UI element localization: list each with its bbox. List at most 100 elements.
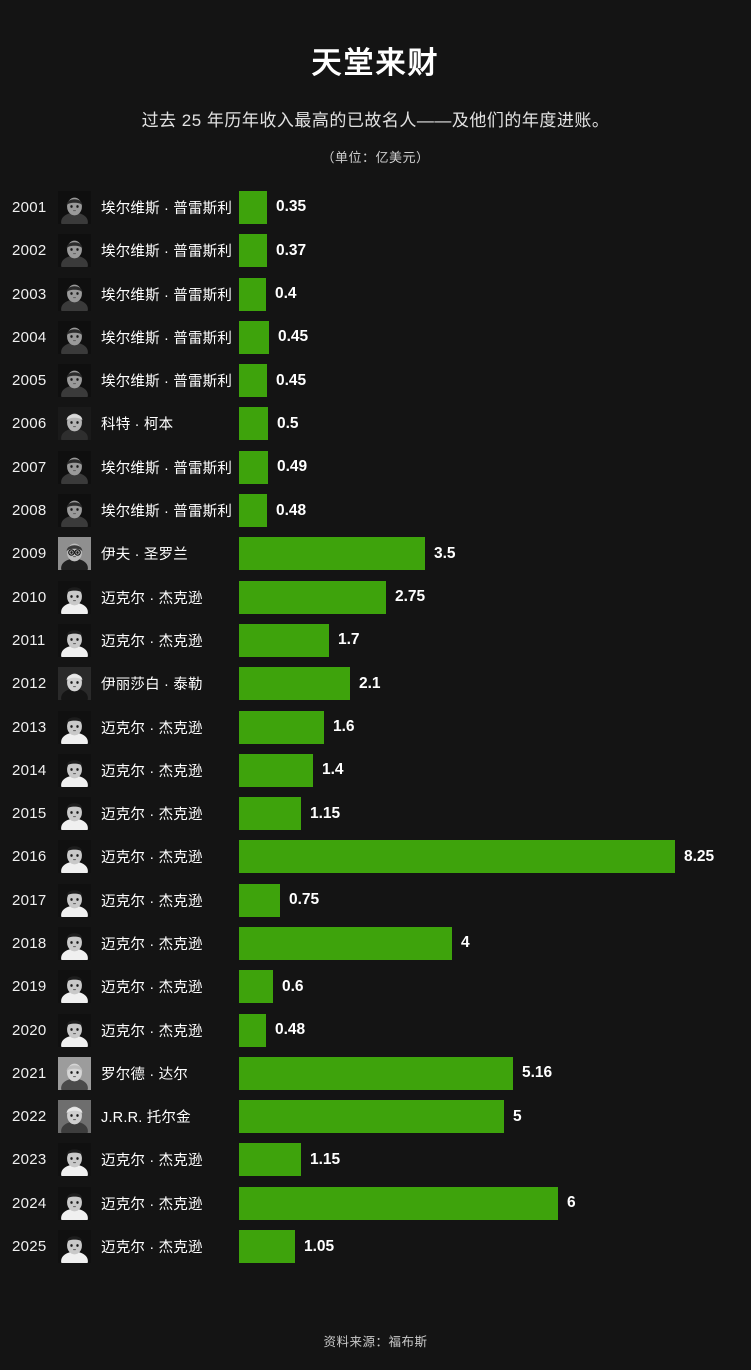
celebrity-name: 科特 · 柯本 (101, 417, 174, 434)
bar-container: 0.45 (239, 359, 751, 402)
bar-container: 0.35 (239, 186, 751, 229)
row-year: 2012 (12, 675, 47, 693)
value-bar (239, 364, 267, 398)
celebrity-name: 迈克尔 · 杰克逊 (101, 763, 203, 780)
celebrity-portrait-icon (58, 840, 91, 874)
table-row[interactable]: 2013 迈克尔 · 杰克逊 1.6 (0, 705, 751, 748)
celebrity-name: 埃尔维斯 · 普雷斯利 (101, 287, 233, 304)
table-row[interactable]: 2008 埃尔维斯 · 普雷斯利 0.48 (0, 489, 751, 532)
table-row[interactable]: 2003 埃尔维斯 · 普雷斯利 0.4 (0, 272, 751, 315)
table-row[interactable]: 2025 迈克尔 · 杰克逊 1.05 (0, 1225, 751, 1268)
bar-container: 2.75 (239, 575, 751, 618)
table-row[interactable]: 2020 迈克尔 · 杰克逊 0.48 (0, 1008, 751, 1051)
header: 天堂来财 过去 25 年历年收入最高的已故名人——及他们的年度进账。 （单位：亿… (0, 0, 751, 166)
value-label: 6 (567, 1194, 576, 1212)
bar-container: 1.7 (239, 619, 751, 662)
value-label: 5 (513, 1107, 522, 1125)
bar-container: 1.15 (239, 1138, 751, 1181)
bar-container: 1.05 (239, 1225, 751, 1268)
celebrity-name: 迈克尔 · 杰克逊 (101, 720, 203, 737)
value-label: 1.05 (304, 1237, 335, 1255)
table-row[interactable]: 2011 迈克尔 · 杰克逊 1.7 (0, 619, 751, 662)
row-year: 2016 (12, 848, 47, 866)
table-row[interactable]: 2012 伊丽莎白 · 泰勒 2.1 (0, 662, 751, 705)
table-row[interactable]: 2017 迈克尔 · 杰克逊 0.75 (0, 879, 751, 922)
value-bar (239, 623, 329, 657)
celebrity-portrait-icon (58, 667, 91, 701)
value-bar (239, 797, 301, 831)
value-label: 0.4 (275, 285, 297, 303)
value-bar (239, 1230, 295, 1264)
table-row[interactable]: 2021 罗尔德 · 达尔 5.16 (0, 1052, 751, 1095)
celebrity-portrait-icon (58, 623, 91, 657)
bar-container: 0.5 (239, 402, 751, 445)
celebrity-portrait-icon (58, 753, 91, 787)
page-subtitle: 过去 25 年历年收入最高的已故名人——及他们的年度进账。 (141, 111, 610, 130)
page-title: 天堂来财 (311, 47, 440, 80)
table-row[interactable]: 2006 科特 · 柯本 0.5 (0, 402, 751, 445)
table-row[interactable]: 2004 埃尔维斯 · 普雷斯利 0.45 (0, 316, 751, 359)
value-label: 0.37 (276, 241, 307, 259)
bar-container: 0.48 (239, 489, 751, 532)
row-year: 2018 (12, 934, 47, 952)
table-row[interactable]: 2009 伊夫 · 圣罗兰 3.5 (0, 532, 751, 575)
celebrity-portrait-icon (58, 277, 91, 311)
table-row[interactable]: 2001 埃尔维斯 · 普雷斯利 0.35 (0, 186, 751, 229)
celebrity-portrait-icon (58, 926, 91, 960)
celebrity-portrait-icon (58, 1100, 91, 1134)
value-bar (239, 1013, 266, 1047)
value-label: 4 (461, 934, 470, 952)
bar-container: 0.45 (239, 316, 751, 359)
source-note: 资料来源：福布斯 (323, 1335, 428, 1349)
celebrity-name: J.R.R. 托尔金 (101, 1110, 191, 1127)
celebrity-portrait-icon (58, 797, 91, 831)
celebrity-name: 伊丽莎白 · 泰勒 (101, 677, 203, 694)
celebrity-portrait-icon (58, 450, 91, 484)
celebrity-portrait-icon (58, 190, 91, 224)
bar-container: 0.75 (239, 879, 751, 922)
table-row[interactable]: 2015 迈克尔 · 杰克逊 1.15 (0, 792, 751, 835)
row-year: 2017 (12, 891, 47, 909)
celebrity-name: 罗尔德 · 达尔 (101, 1066, 188, 1083)
row-year: 2008 (12, 502, 47, 520)
value-bar (239, 494, 267, 528)
row-year: 2020 (12, 1021, 47, 1039)
bar-container: 3.5 (239, 532, 751, 575)
celebrity-name: 埃尔维斯 · 普雷斯利 (101, 374, 233, 391)
table-row[interactable]: 2024 迈克尔 · 杰克逊 6 (0, 1182, 751, 1225)
value-label: 0.48 (275, 1021, 306, 1039)
table-row[interactable]: 2019 迈克尔 · 杰克逊 0.6 (0, 965, 751, 1008)
table-row[interactable]: 2016 迈克尔 · 杰克逊 8.25 (0, 835, 751, 878)
table-row[interactable]: 2010 迈克尔 · 杰克逊 2.75 (0, 575, 751, 618)
celebrity-name: 埃尔维斯 · 普雷斯利 (101, 460, 233, 477)
table-row[interactable]: 2005 埃尔维斯 · 普雷斯利 0.45 (0, 359, 751, 402)
value-label: 2.1 (359, 674, 381, 692)
table-row[interactable]: 2014 迈克尔 · 杰克逊 1.4 (0, 749, 751, 792)
table-row[interactable]: 2023 迈克尔 · 杰克逊 1.15 (0, 1138, 751, 1181)
value-label: 0.75 (289, 891, 320, 909)
value-label: 8.25 (684, 847, 715, 865)
value-label: 0.45 (276, 371, 307, 389)
celebrity-name: 迈克尔 · 杰克逊 (101, 1196, 203, 1213)
row-year: 2019 (12, 978, 47, 996)
row-year: 2024 (12, 1194, 47, 1212)
celebrity-name: 埃尔维斯 · 普雷斯利 (101, 244, 233, 261)
value-label: 1.6 (333, 718, 355, 735)
celebrity-name: 伊夫 · 圣罗兰 (101, 547, 188, 564)
value-bar (239, 1100, 504, 1134)
table-row[interactable]: 2002 埃尔维斯 · 普雷斯利 0.37 (0, 229, 751, 272)
value-bar (239, 1143, 301, 1177)
value-bar (239, 926, 452, 960)
table-row[interactable]: 2018 迈克尔 · 杰克逊 4 (0, 922, 751, 965)
celebrity-portrait-icon (58, 537, 91, 571)
value-bar (239, 450, 268, 484)
value-bar (239, 883, 280, 917)
row-year: 2007 (12, 458, 47, 476)
celebrity-portrait-icon (58, 364, 91, 398)
table-row[interactable]: 2022 J.R.R. 托尔金 5 (0, 1095, 751, 1138)
bar-container: 0.6 (239, 965, 751, 1008)
value-bar (239, 190, 267, 224)
celebrity-portrait-icon (58, 970, 91, 1004)
table-row[interactable]: 2007 埃尔维斯 · 普雷斯利 0.49 (0, 446, 751, 489)
celebrity-name: 迈克尔 · 杰克逊 (101, 1153, 203, 1170)
